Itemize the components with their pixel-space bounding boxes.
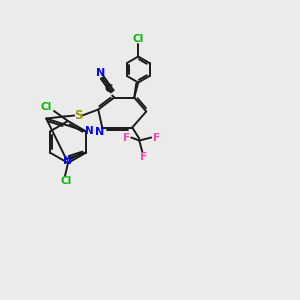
Text: Cl: Cl	[133, 34, 144, 44]
Text: Cl: Cl	[40, 102, 52, 112]
Text: C: C	[104, 83, 112, 94]
Text: Cl: Cl	[60, 176, 72, 186]
Text: F: F	[140, 152, 147, 161]
Text: N: N	[85, 125, 94, 136]
Text: N: N	[94, 127, 104, 136]
Text: F: F	[153, 133, 160, 142]
Text: N: N	[63, 156, 72, 166]
Text: F: F	[123, 133, 130, 142]
Text: N: N	[96, 68, 105, 77]
Text: S: S	[74, 109, 82, 122]
